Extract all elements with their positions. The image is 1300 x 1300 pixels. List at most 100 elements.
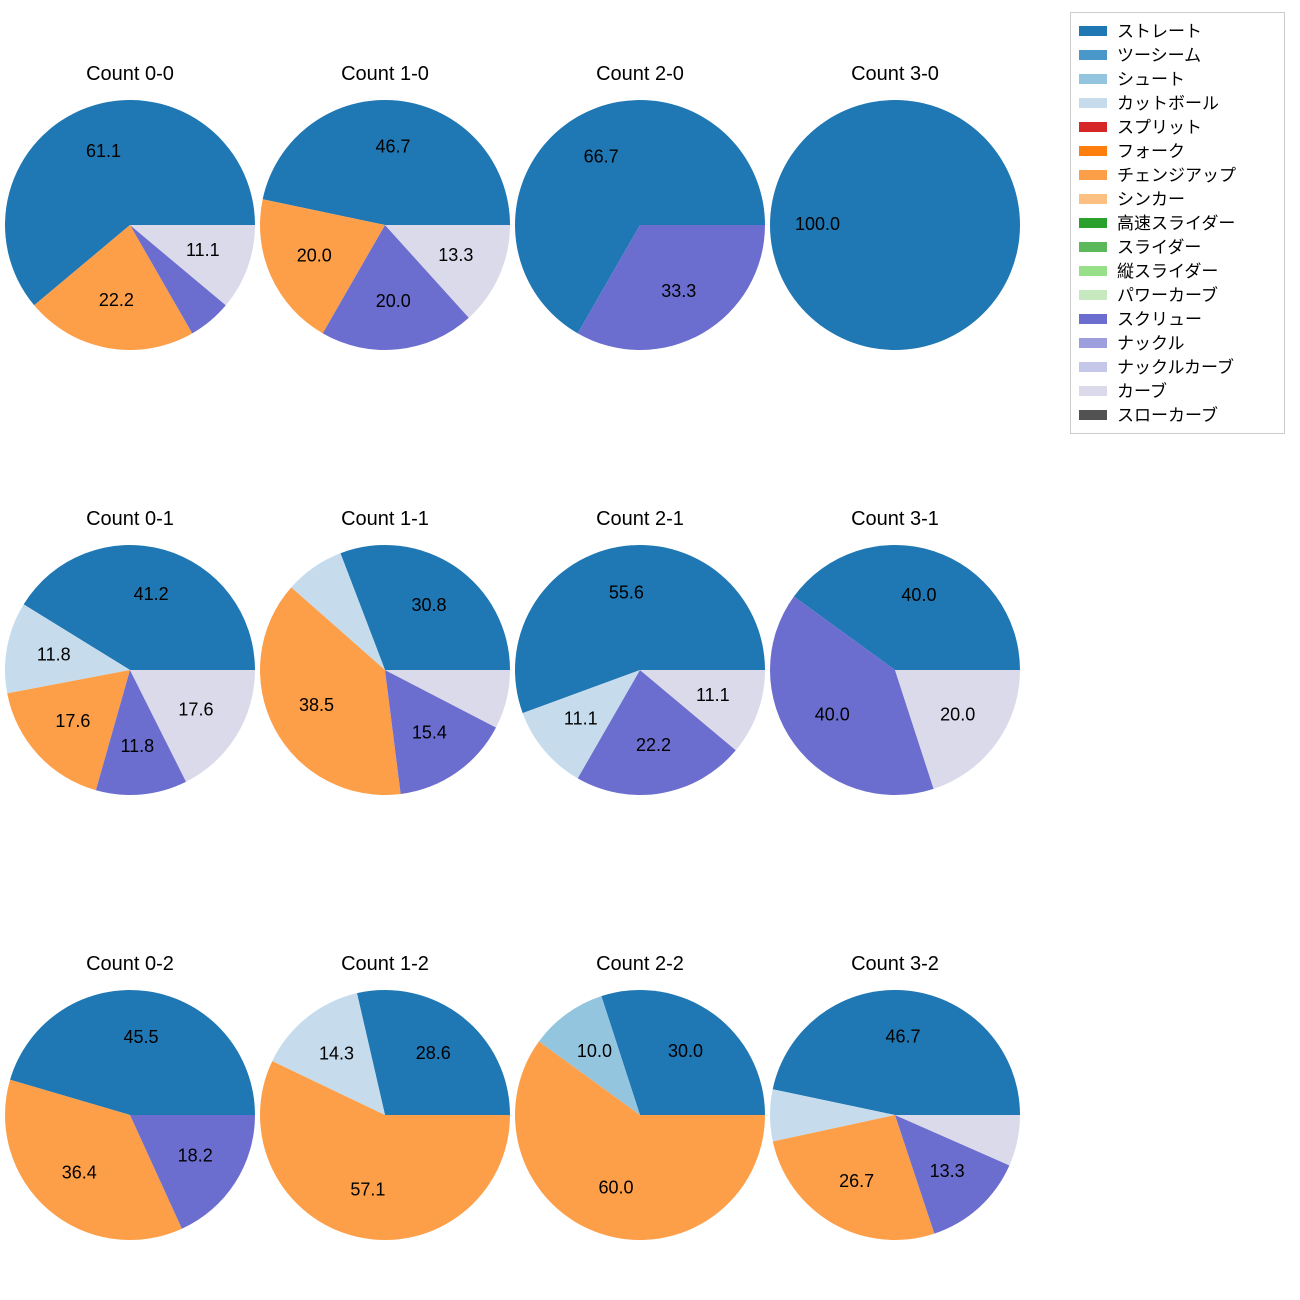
slice-label: 57.1 [350, 1179, 385, 1199]
legend-row: ナックルカーブ [1079, 355, 1276, 379]
legend-label: スライダー [1117, 239, 1201, 256]
pie-chart: 100.0 [768, 98, 1022, 352]
pie-chart: 45.536.418.2 [3, 988, 257, 1242]
pie-panel: 28.614.357.1Count 1-2 [258, 988, 512, 1247]
pie-title: Count 3-0 [768, 63, 1022, 86]
pie-panel: 55.611.122.211.1Count 2-1 [513, 543, 767, 802]
legend-label: チェンジアップ [1117, 167, 1236, 184]
pie-title: Count 1-1 [258, 508, 512, 531]
slice-label: 11.1 [696, 685, 730, 705]
slice-label: 36.4 [62, 1162, 97, 1182]
legend-swatch [1079, 362, 1107, 372]
slice-label: 17.6 [55, 711, 90, 731]
legend-row: ナックル [1079, 331, 1276, 355]
slice-label: 100.0 [795, 214, 840, 234]
slice-label: 41.2 [134, 584, 169, 604]
pie-title: Count 2-1 [513, 508, 767, 531]
pie-title: Count 0-1 [3, 508, 257, 531]
legend-label: スクリュー [1117, 311, 1202, 328]
slice-label: 46.7 [885, 1027, 920, 1047]
legend-label: 縦スライダー [1117, 263, 1218, 280]
slice-label: 46.7 [375, 137, 410, 157]
legend-swatch [1079, 98, 1107, 108]
legend-label: カーブ [1117, 383, 1167, 400]
pie-panel: 40.040.020.0Count 3-1 [768, 543, 1022, 802]
slice-label: 10.0 [577, 1041, 612, 1061]
slice-label: 13.3 [438, 245, 473, 265]
slice-label: 13.3 [930, 1161, 965, 1181]
slice-label: 33.3 [661, 281, 696, 301]
pie-panel: 46.726.713.3Count 3-2 [768, 988, 1022, 1247]
pie-slice [773, 990, 1020, 1115]
legend-swatch [1079, 386, 1107, 396]
pie-panel: 30.010.060.0Count 2-2 [513, 988, 767, 1247]
slice-label: 11.8 [120, 736, 154, 756]
pie-chart: 30.838.515.4 [258, 543, 512, 797]
slice-label: 20.0 [376, 291, 411, 311]
legend-swatch [1079, 194, 1107, 204]
legend-swatch [1079, 290, 1107, 300]
legend-label: スプリット [1117, 119, 1202, 136]
slice-label: 26.7 [839, 1171, 874, 1191]
legend-row: スクリュー [1079, 307, 1276, 331]
legend-label: シンカー [1117, 191, 1185, 208]
legend: ストレートツーシームシュートカットボールスプリットフォークチェンジアップシンカー… [1070, 12, 1285, 434]
pie-panel: 100.0Count 3-0 [768, 98, 1022, 357]
legend-swatch [1079, 314, 1107, 324]
pie-chart: 30.010.060.0 [513, 988, 767, 1242]
slice-label: 11.1 [564, 709, 598, 729]
slice-label: 40.0 [815, 704, 850, 724]
legend-row: シンカー [1079, 187, 1276, 211]
pie-title: Count 3-2 [768, 953, 1022, 976]
slice-label: 22.2 [636, 735, 671, 755]
legend-row: 縦スライダー [1079, 259, 1276, 283]
slice-label: 11.1 [186, 240, 220, 260]
legend-label: カットボール [1117, 95, 1219, 112]
slice-label: 45.5 [124, 1027, 159, 1047]
pie-chart: 61.122.211.1 [3, 98, 257, 352]
slice-label: 14.3 [319, 1043, 354, 1063]
legend-row: パワーカーブ [1079, 283, 1276, 307]
legend-swatch [1079, 74, 1107, 84]
legend-label: パワーカーブ [1117, 287, 1218, 304]
pie-title: Count 0-2 [3, 953, 257, 976]
pie-slice [263, 100, 510, 225]
legend-swatch [1079, 218, 1107, 228]
legend-row: カーブ [1079, 379, 1276, 403]
legend-swatch [1079, 242, 1107, 252]
slice-label: 30.0 [668, 1041, 703, 1061]
pie-title: Count 2-0 [513, 63, 767, 86]
slice-label: 20.0 [297, 245, 332, 265]
legend-label: フォーク [1117, 143, 1185, 160]
slice-label: 17.6 [178, 699, 213, 719]
slice-label: 15.4 [412, 722, 447, 742]
pie-title: Count 3-1 [768, 508, 1022, 531]
legend-row: スライダー [1079, 235, 1276, 259]
pie-chart: 55.611.122.211.1 [513, 543, 767, 797]
pie-chart: 41.211.817.611.817.6 [3, 543, 257, 797]
legend-swatch [1079, 410, 1107, 420]
legend-row: ストレート [1079, 19, 1276, 43]
legend-label: シュート [1117, 71, 1185, 88]
pie-title: Count 1-0 [258, 63, 512, 86]
legend-row: スローカーブ [1079, 403, 1276, 427]
slice-label: 30.8 [411, 595, 446, 615]
legend-swatch [1079, 266, 1107, 276]
pie-panel: 30.838.515.4Count 1-1 [258, 543, 512, 802]
chart-stage: 61.122.211.1Count 0-0 46.7 20.0 20.0 13.3 Cou… [0, 0, 1300, 1300]
legend-row: フォーク [1079, 139, 1276, 163]
slice-label: 28.6 [416, 1043, 451, 1063]
legend-label: 高速スライダー [1117, 215, 1235, 232]
pie-chart: 28.6 14.3 57.1 [258, 988, 512, 1242]
pie-chart: 66.7 33.3 [513, 98, 767, 352]
legend-row: チェンジアップ [1079, 163, 1276, 187]
legend-label: ナックルカーブ [1117, 359, 1234, 376]
pie-panel: 61.122.211.1Count 0-0 [3, 98, 257, 357]
legend-label: ナックル [1117, 335, 1185, 352]
legend-swatch [1079, 338, 1107, 348]
legend-row: ツーシーム [1079, 43, 1276, 67]
pie-chart: 46.7 26.7 13.3 [768, 988, 1022, 1242]
slice-label: 66.7 [584, 147, 619, 167]
pie-chart: 46.7 20.0 20.0 13.3 [258, 98, 512, 352]
pie-panel: 45.536.418.2Count 0-2 [3, 988, 257, 1247]
